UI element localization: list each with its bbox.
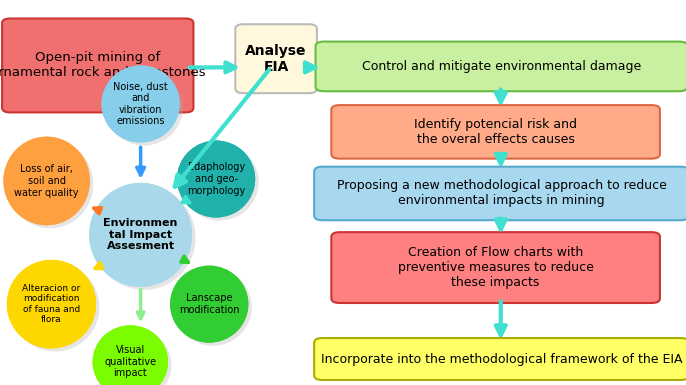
Ellipse shape: [105, 69, 183, 146]
Text: Edaphology
and geo-
morphology: Edaphology and geo- morphology: [187, 162, 245, 196]
Ellipse shape: [96, 328, 172, 385]
Text: Alteracion or
modification
of fauna and
flora: Alteracion or modification of fauna and …: [23, 284, 80, 324]
FancyBboxPatch shape: [331, 232, 660, 303]
Text: Creation of Flow charts with
preventive measures to reduce
these impacts: Creation of Flow charts with preventive …: [398, 246, 593, 289]
Text: Incorporate into the methodological framework of the EIA: Incorporate into the methodological fram…: [321, 353, 682, 365]
Text: Identify potencial risk and
the overal effects causes: Identify potencial risk and the overal e…: [414, 118, 577, 146]
Ellipse shape: [10, 263, 99, 352]
FancyBboxPatch shape: [314, 167, 686, 220]
Text: Loss of air,
soil and
water quality: Loss of air, soil and water quality: [14, 164, 79, 198]
Text: Visual
qualitative
impact: Visual qualitative impact: [104, 345, 156, 378]
Ellipse shape: [89, 183, 192, 287]
Ellipse shape: [102, 65, 180, 142]
FancyBboxPatch shape: [331, 105, 660, 159]
Ellipse shape: [89, 183, 192, 287]
Ellipse shape: [102, 65, 180, 142]
Ellipse shape: [177, 141, 255, 218]
Text: Noise, dust
and
vibration
emissions: Noise, dust and vibration emissions: [113, 82, 168, 126]
Ellipse shape: [3, 137, 90, 225]
Text: Analyse
EIA: Analyse EIA: [246, 44, 307, 74]
Ellipse shape: [93, 325, 168, 385]
Ellipse shape: [93, 325, 168, 385]
Ellipse shape: [174, 269, 252, 346]
Text: Lanscape
modification: Lanscape modification: [179, 293, 239, 315]
Ellipse shape: [170, 266, 248, 343]
Text: Control and mitigate environmental damage: Control and mitigate environmental damag…: [362, 60, 641, 73]
Ellipse shape: [177, 141, 255, 218]
Ellipse shape: [7, 260, 96, 348]
Ellipse shape: [7, 260, 96, 348]
Text: Environmen
tal Impact
Assesment: Environmen tal Impact Assesment: [104, 218, 178, 251]
FancyBboxPatch shape: [2, 18, 193, 112]
Ellipse shape: [170, 266, 248, 343]
Ellipse shape: [180, 144, 259, 221]
FancyBboxPatch shape: [316, 42, 686, 91]
Text: Proposing a new methodological approach to reduce
environmental impacts in minin: Proposing a new methodological approach …: [337, 179, 666, 208]
FancyBboxPatch shape: [314, 338, 686, 380]
Text: Open-pit mining of
ornamental rock and limestones: Open-pit mining of ornamental rock and l…: [0, 52, 206, 79]
Ellipse shape: [3, 137, 90, 225]
Ellipse shape: [7, 140, 93, 228]
FancyBboxPatch shape: [235, 24, 317, 93]
Ellipse shape: [93, 186, 196, 290]
